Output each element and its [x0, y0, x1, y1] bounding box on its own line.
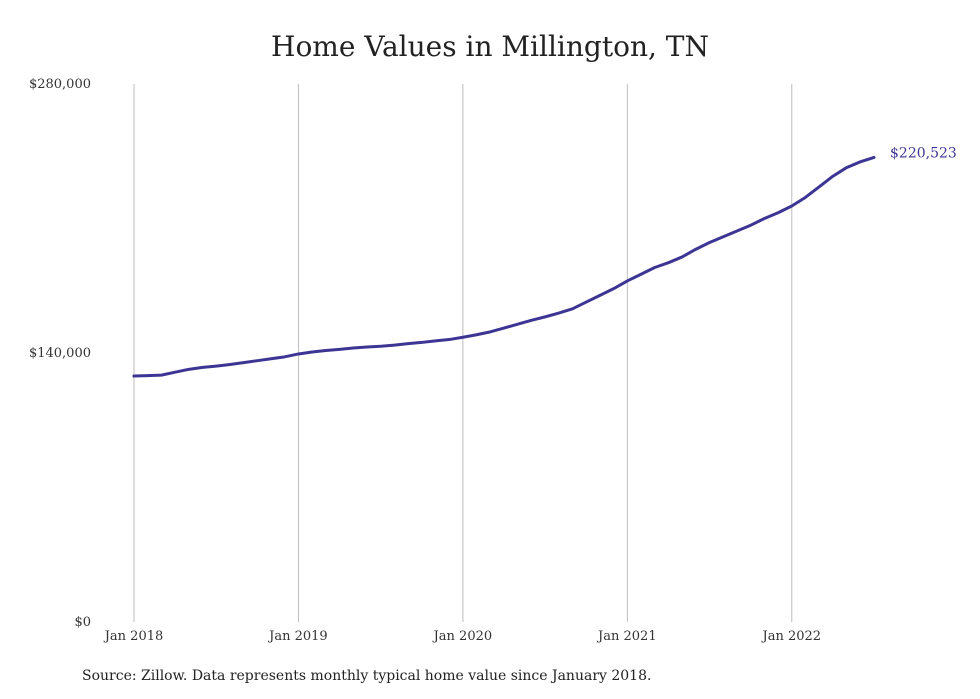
end-value-label: $220,523	[890, 145, 957, 161]
x-tick-label: Jan 2021	[596, 629, 657, 644]
y-tick-label: $0	[74, 615, 91, 630]
x-tick-label: Jan 2020	[432, 629, 493, 644]
series-line	[132, 155, 876, 378]
x-tick-label: Jan 2019	[267, 629, 328, 644]
x-tick-label: Jan 2018	[103, 629, 164, 644]
x-tick-label: Jan 2022	[760, 629, 821, 644]
source-note: Source: Zillow. Data represents monthly …	[82, 668, 652, 684]
y-tick-label: $280,000	[29, 77, 91, 92]
chart-title: Home Values in Millington, TN	[271, 30, 709, 63]
y-tick-label: $140,000	[29, 346, 91, 361]
